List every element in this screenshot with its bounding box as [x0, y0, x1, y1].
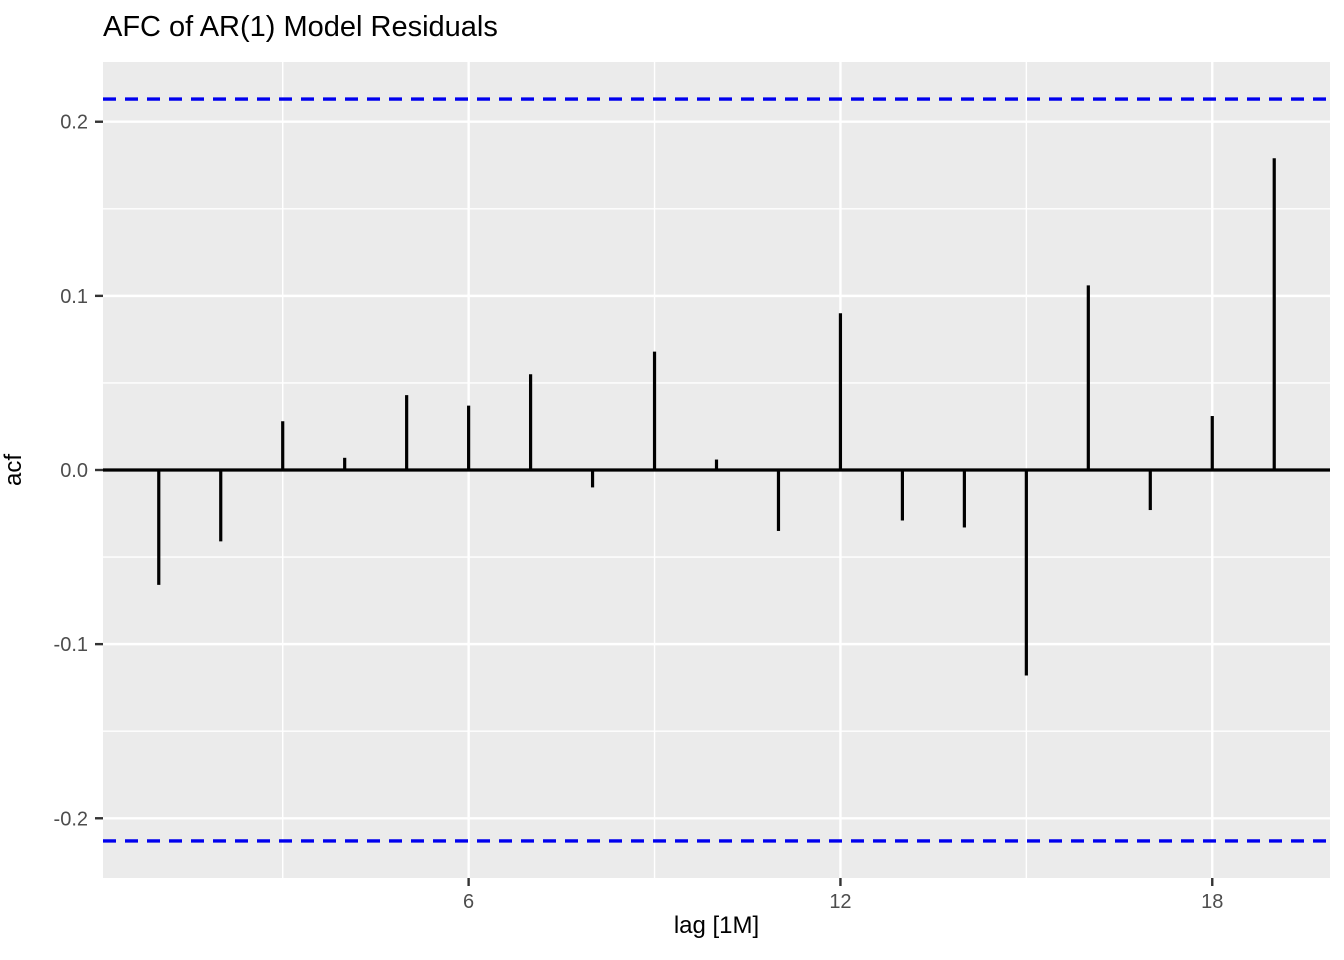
y-tick-label: 0.0 [60, 460, 88, 482]
chart-title: AFC of AR(1) Model Residuals [103, 11, 498, 43]
y-tick-label: 0.2 [60, 112, 88, 134]
x-tick-label: 18 [1201, 891, 1223, 913]
y-tick-label: -0.2 [54, 808, 88, 830]
x-axis-title: lag [1M] [673, 912, 760, 939]
x-tick-label: 12 [829, 891, 851, 913]
x-tick-label: 6 [463, 891, 474, 913]
y-tick-label: -0.1 [54, 634, 88, 656]
y-tick-label: 0.1 [60, 286, 88, 308]
